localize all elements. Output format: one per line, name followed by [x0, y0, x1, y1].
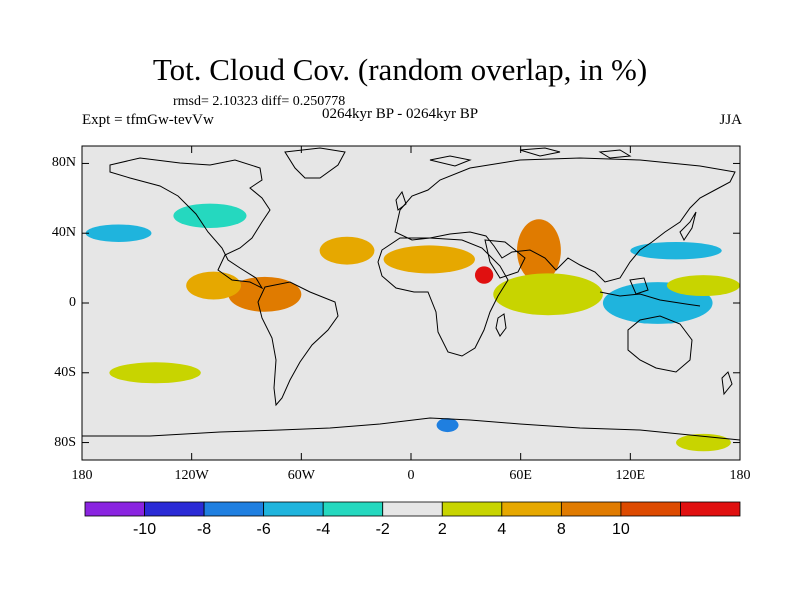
coastline-africa — [377, 237, 509, 357]
experiment-label: Expt = tfmGw-tevVw — [82, 112, 214, 128]
anomaly-patch — [493, 273, 603, 316]
x-tick-label: 60E — [509, 468, 532, 483]
x-tick-label: 180 — [729, 468, 751, 483]
anomaly-patch — [109, 362, 201, 384]
anomaly-patch — [517, 219, 561, 283]
coastline-indonesia — [599, 291, 701, 307]
coastline-arctic-islands — [429, 147, 632, 167]
colorbar-level-label: -2 — [375, 521, 390, 538]
colorbar-level-label: -8 — [196, 521, 212, 538]
colorbar — [84, 501, 741, 517]
coastline-new-zealand — [721, 371, 733, 396]
colorbar-level-label: 4 — [497, 521, 507, 538]
colorbar-level-label: -10 — [132, 521, 157, 538]
coastline-eurasia — [394, 157, 736, 283]
axis-ticks — [81, 146, 741, 460]
x-tick-label: 60W — [287, 468, 315, 483]
colorbar-level-label: 8 — [556, 521, 566, 538]
colorbar-level-label: -6 — [256, 521, 271, 538]
anomaly-patch — [474, 266, 494, 284]
anomaly-patch — [630, 241, 722, 260]
y-tick-label: 0 — [69, 295, 76, 310]
x-tick-label: 0 — [407, 468, 415, 483]
colorbar-swatch — [203, 501, 265, 517]
anomaly-patch — [85, 224, 152, 242]
coastline-arabia — [484, 239, 526, 279]
chart-title: Tot. Cloud Cov. (random overlap, in %) — [152, 52, 648, 87]
colorbar-swatch — [263, 501, 324, 517]
colorbar-swatch — [560, 501, 622, 517]
y-tick-label: 40S — [54, 364, 76, 380]
anomaly-patch — [383, 245, 475, 274]
colorbar-level-label: 10 — [612, 521, 630, 538]
coastline-borneo — [629, 277, 649, 295]
rmsd-diff-stats: rmsd= 2.10323 diff= 0.250778 — [173, 94, 346, 109]
coastline-australia — [627, 315, 693, 373]
colorbar-swatch — [680, 501, 741, 517]
anomaly-patch — [173, 203, 247, 228]
coastline-antarctica — [82, 417, 740, 441]
coastline-greenland — [284, 147, 346, 179]
x-tick-label: 120E — [615, 468, 646, 483]
coastline-madagascar — [495, 313, 507, 337]
colorbar-swatch — [144, 501, 205, 517]
y-tick-label: 80S — [54, 434, 76, 450]
period-label: 0264kyr BP - 0264kyr BP — [322, 106, 479, 122]
anomaly-patch — [319, 236, 375, 265]
x-tick-label: 180 — [71, 468, 93, 483]
colorbar-swatch — [382, 501, 443, 517]
colorbar-level-label: 2 — [437, 521, 447, 538]
colorbar-swatch — [441, 501, 503, 517]
colorbar-swatch — [501, 501, 562, 517]
anomaly-patch — [186, 271, 242, 300]
y-tick-label: 40N — [51, 225, 76, 241]
y-tick-label: 80N — [51, 155, 76, 171]
season-label: JJA — [719, 112, 742, 128]
colorbar-swatch — [620, 501, 681, 517]
coastline-uk — [395, 190, 407, 211]
colorbar-swatch — [322, 501, 384, 517]
anomaly-patch — [666, 275, 740, 297]
x-tick-label: 120W — [174, 468, 209, 483]
anomaly-patch — [436, 418, 459, 433]
coastlines — [82, 147, 740, 441]
colorbar-level-label: -4 — [316, 521, 331, 538]
colorbar-swatch — [84, 501, 145, 517]
anomaly-patch — [228, 276, 302, 312]
coastline-south-america — [257, 281, 339, 407]
anomaly-contours — [85, 203, 740, 452]
coastline-north-america — [109, 157, 271, 290]
coastline-japan — [679, 211, 697, 241]
